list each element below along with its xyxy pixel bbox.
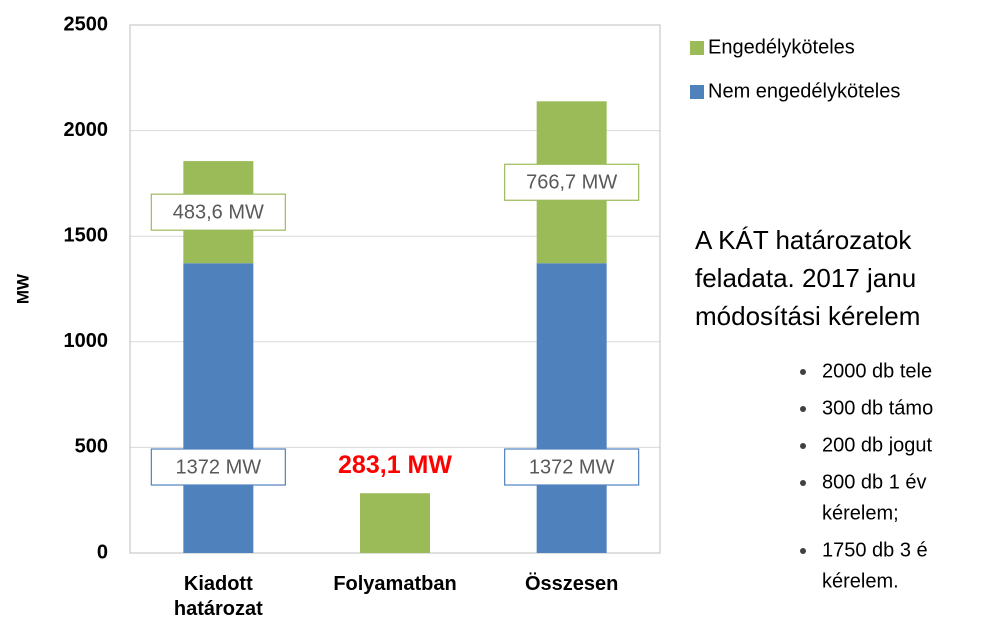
bullet-text: kérelem;	[822, 502, 899, 524]
y-tick-label: 500	[75, 436, 108, 458]
bullet-text: 1750 db 3 é	[822, 539, 928, 561]
paragraph-line: feladata. 2017 janu	[695, 263, 916, 293]
y-tick-label: 1500	[64, 224, 109, 246]
value-label-box	[150, 448, 286, 486]
paragraph-line: módosítási kérelem	[695, 301, 920, 331]
value-label: 283,1 MW	[338, 451, 452, 479]
y-tick-label: 2500	[64, 13, 109, 35]
bullet-dot	[800, 369, 806, 375]
x-tick-label: Folyamatban	[333, 573, 457, 595]
legend-label: Nem engedélyköteles	[708, 80, 900, 102]
bar-segment	[536, 263, 607, 553]
legend-label: Engedélyköteles	[708, 36, 855, 58]
y-tick-label: 2000	[64, 119, 109, 141]
value-label-box	[504, 448, 640, 486]
bullet-dot	[800, 443, 806, 449]
bullet-text: 800 db 1 év	[822, 471, 927, 493]
legend-swatch	[690, 85, 704, 99]
bullet-text: 2000 db tele	[822, 360, 932, 382]
bar-segment	[360, 493, 430, 553]
value-label: 766,7 MW	[526, 172, 617, 194]
x-tick-label: Kiadott határozat	[173, 573, 263, 620]
value-label: 1372 MW	[176, 456, 262, 478]
legend-swatch	[690, 41, 704, 55]
bullet-dot	[800, 548, 806, 554]
y-tick-label: 1000	[64, 330, 109, 352]
paragraph-line: A KÁT határozatok	[695, 225, 912, 255]
bar-segment	[183, 263, 254, 553]
bullet-dot	[800, 406, 806, 412]
bullet-dot	[800, 480, 806, 486]
value-label-box	[150, 193, 286, 231]
value-label: 483,6 MW	[173, 201, 264, 223]
bullet-text: kérelem.	[822, 570, 899, 592]
value-label: 1372 MW	[529, 456, 615, 478]
y-tick-label: 0	[97, 541, 108, 563]
y-axis-label: MW	[13, 273, 32, 304]
bullet-text: 200 db jogut	[822, 434, 933, 456]
bullet-text: 300 db támo	[822, 397, 933, 419]
value-label-box	[504, 163, 640, 201]
x-tick-label: Összesen	[524, 573, 619, 595]
